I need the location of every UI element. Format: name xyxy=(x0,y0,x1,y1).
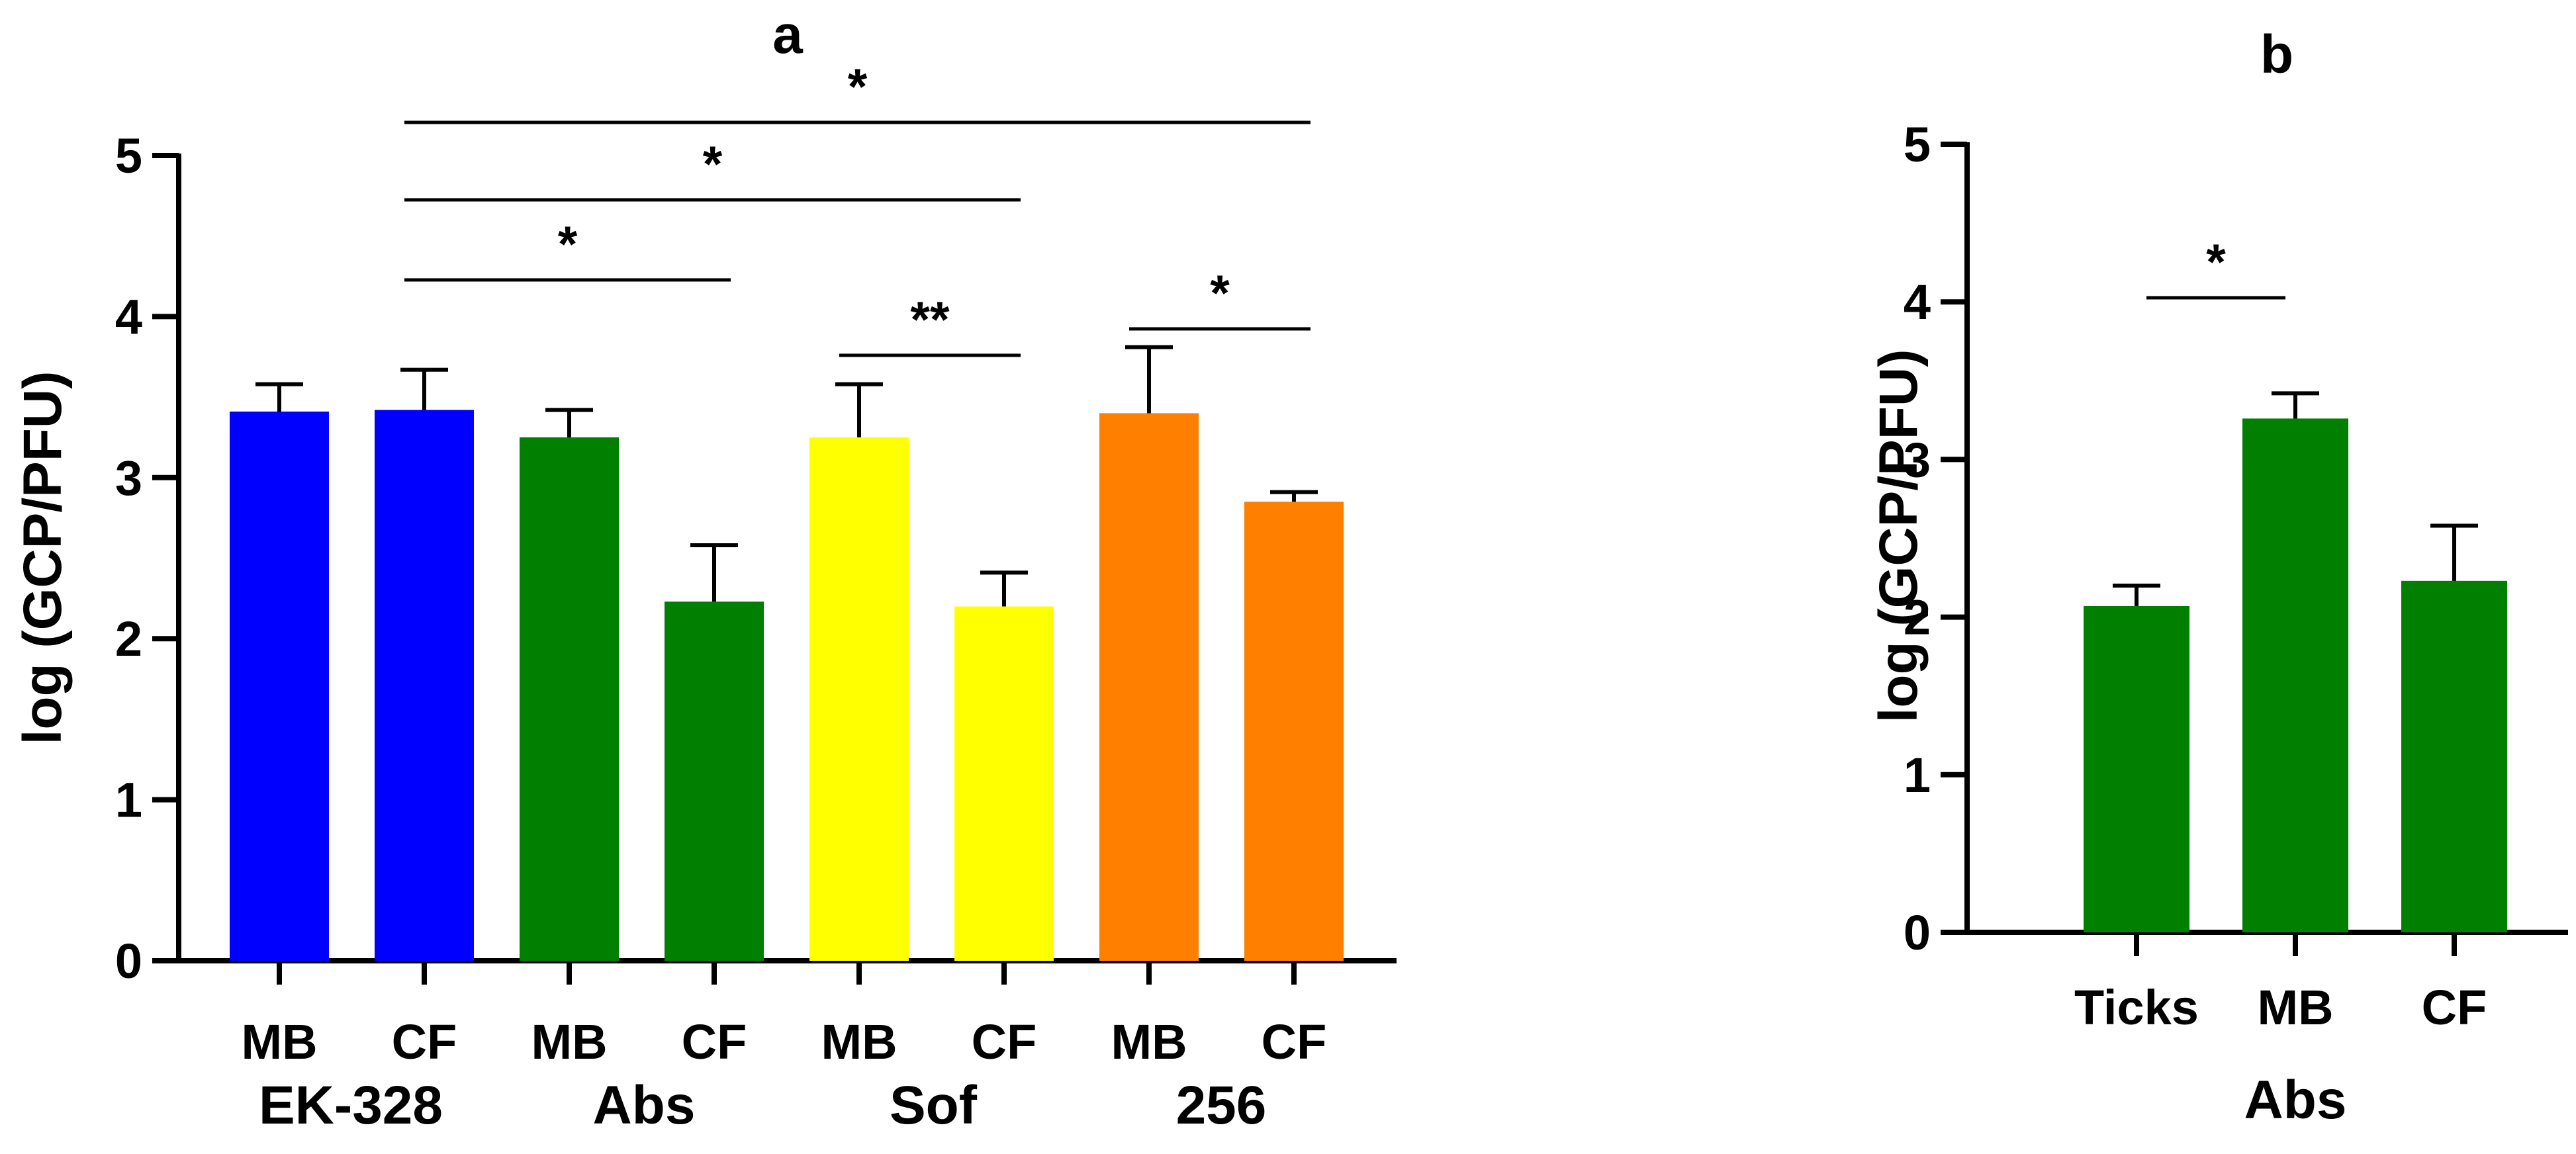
y-tick-label: 4 xyxy=(115,289,142,344)
significance-label: * xyxy=(703,136,723,193)
y-tick-label: 4 xyxy=(1904,275,1931,330)
bar xyxy=(665,601,764,961)
bar xyxy=(520,437,619,961)
y-tick-label: 5 xyxy=(1904,117,1931,172)
bar xyxy=(954,606,1054,961)
y-tick-label: 0 xyxy=(1904,905,1931,960)
y-tick-label: 1 xyxy=(115,773,142,828)
x-tick-label: CF xyxy=(392,1014,457,1069)
group-label: 256 xyxy=(1176,1075,1267,1135)
bar xyxy=(230,412,329,961)
bar xyxy=(1099,413,1199,961)
y-tick-label: 0 xyxy=(115,934,142,989)
significance-label: * xyxy=(848,59,868,115)
significance-label: * xyxy=(1210,265,1230,322)
chart-title: b xyxy=(2260,24,2293,85)
y-tick-label: 3 xyxy=(115,451,142,506)
significance-label: ** xyxy=(910,292,950,348)
x-tick-label: MB xyxy=(821,1014,897,1069)
group-label: Abs xyxy=(593,1075,696,1135)
chart-panel-a: a log (GCP/PFU) 0 1 2 3 4 5 MB CF MB CF MB CF MB CF EK-3… xyxy=(13,5,1397,1135)
bar xyxy=(809,437,909,961)
significance-label: * xyxy=(2206,234,2226,290)
x-tick-label: CF xyxy=(1262,1014,1327,1069)
y-tick-label: 3 xyxy=(1904,432,1931,487)
x-tick-label: Ticks xyxy=(2074,980,2199,1035)
x-tick-label: MB xyxy=(1111,1014,1187,1069)
bar xyxy=(2401,580,2507,932)
y-tick-label: 2 xyxy=(115,611,142,666)
x-tick-label: CF xyxy=(682,1014,747,1069)
x-tick-label: CF xyxy=(2422,980,2487,1035)
x-tick-label: MB xyxy=(531,1014,607,1069)
y-tick-label: 5 xyxy=(115,128,142,183)
x-axis-label: Abs xyxy=(2244,1070,2347,1130)
x-tick-label: CF xyxy=(972,1014,1037,1069)
group-label: EK-328 xyxy=(259,1075,443,1135)
chart-panel-b: b log (GCP/PFU) 0 1 2 3 4 5 Ticks MB CF Abs * xyxy=(1868,24,2568,1130)
bar xyxy=(1244,502,1344,961)
y-axis-label: log (GCP/PFU) xyxy=(1868,349,1929,723)
significance-label: * xyxy=(558,216,578,273)
x-tick-label: MB xyxy=(241,1014,317,1069)
bar xyxy=(2242,418,2348,932)
x-tick-label: MB xyxy=(2257,980,2333,1035)
chart-title: a xyxy=(772,5,804,65)
y-tick-label: 1 xyxy=(1904,748,1931,803)
group-label: Sof xyxy=(890,1075,978,1135)
y-axis-label: log (GCP/PFU) xyxy=(13,371,73,745)
y-tick-label: 2 xyxy=(1904,590,1931,645)
bar xyxy=(2084,605,2189,932)
bar xyxy=(375,410,474,961)
